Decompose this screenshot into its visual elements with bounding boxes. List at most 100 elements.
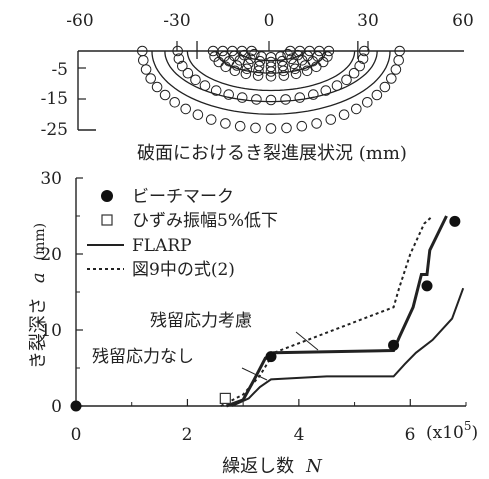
top-caption: 破面におけるき裂進展状況 (mm) bbox=[137, 143, 407, 164]
beach-mark-circle bbox=[253, 65, 264, 77]
bottom-x-tick: 2 bbox=[182, 425, 193, 445]
beach-mark-circle bbox=[209, 51, 220, 62]
x-axis-label: 繰返し数 bbox=[222, 456, 294, 477]
beach-mark-circle bbox=[393, 55, 405, 66]
crack-front-curve bbox=[151, 50, 391, 115]
legend-marker-filled-circle bbox=[101, 190, 113, 202]
beach-mark-circle bbox=[220, 118, 231, 129]
beach-mark-circle bbox=[229, 65, 241, 77]
beach-mark-circle bbox=[251, 94, 262, 105]
beach-mark-circle bbox=[322, 51, 333, 62]
top-x-tick: -30 bbox=[163, 11, 190, 31]
flarp-no-residual-curve bbox=[231, 287, 465, 407]
beach-mark-circle bbox=[379, 81, 391, 93]
beach-mark-point bbox=[388, 339, 400, 351]
beach-mark-point bbox=[449, 215, 461, 227]
beach-mark-circle bbox=[294, 92, 306, 103]
beach-mark-circle bbox=[331, 80, 343, 91]
beach-mark-circle bbox=[173, 53, 185, 65]
top-y-tick: -5 bbox=[51, 60, 68, 80]
beach-mark-circle bbox=[354, 60, 366, 72]
bottom-x-tick: 6 bbox=[405, 425, 416, 445]
beach-mark-circle bbox=[311, 118, 322, 129]
crack-front-curve bbox=[164, 50, 378, 103]
beach-mark-circle bbox=[207, 45, 219, 57]
beach-mark-point bbox=[70, 400, 82, 412]
beach-mark-circle bbox=[182, 67, 194, 79]
bottom-y-tick: 30 bbox=[40, 169, 62, 189]
crack-front-curve bbox=[186, 50, 356, 92]
beach-mark-circle bbox=[348, 67, 360, 79]
legend-label: ビーチマーク bbox=[132, 187, 234, 207]
y-axis-unit: (mm) bbox=[32, 223, 48, 260]
beach-mark-circle bbox=[286, 53, 297, 65]
beach-mark-circle bbox=[290, 68, 302, 80]
beach-mark-circle bbox=[252, 70, 264, 81]
beach-mark-point bbox=[421, 280, 433, 292]
annotation-leader bbox=[295, 331, 319, 351]
series-lines bbox=[220, 215, 465, 408]
beach-mark-circle bbox=[301, 65, 313, 77]
beach-mark-circle bbox=[169, 97, 180, 108]
top-y-tick: -15 bbox=[41, 89, 68, 109]
bottom-y-tick: 10 bbox=[40, 321, 62, 341]
beach-mark-circle bbox=[223, 89, 234, 100]
crack-tip-marks bbox=[196, 41, 359, 59]
beach-mark-circle bbox=[371, 89, 383, 101]
beach-mark-circle bbox=[390, 64, 402, 75]
annotation-leader bbox=[241, 367, 268, 381]
crack-front-markers bbox=[137, 45, 406, 134]
beach-mark-circle bbox=[151, 81, 163, 93]
beach-mark-circle bbox=[192, 109, 204, 120]
beach-mark-circle bbox=[323, 45, 335, 57]
beach-mark-circle bbox=[296, 120, 308, 132]
top-x-tick: 0 bbox=[264, 11, 275, 31]
beach-mark-circle bbox=[351, 103, 362, 115]
equation-2-curve bbox=[220, 215, 434, 407]
beach-mark-circle bbox=[138, 55, 149, 66]
y-axis-label: き裂深さ bbox=[28, 297, 49, 369]
y-axis-title: き裂深さ a (mm) bbox=[28, 223, 49, 369]
series-markers bbox=[70, 215, 461, 412]
beach-mark-circle bbox=[325, 114, 337, 125]
bottom-y-tick: 0 bbox=[51, 397, 62, 417]
beach-mark-circle bbox=[289, 63, 301, 75]
strain-drop-point bbox=[219, 392, 231, 404]
beach-mark-circle bbox=[359, 45, 370, 57]
beach-mark-circle bbox=[341, 74, 352, 86]
beach-mark-circle bbox=[210, 85, 222, 96]
beach-mark-circle bbox=[172, 45, 183, 57]
beach-mark-circle bbox=[265, 123, 277, 134]
bottom-x-tick: 0 bbox=[71, 425, 82, 445]
beach-mark-circle bbox=[386, 73, 397, 84]
legend-label: FLARP bbox=[132, 236, 192, 256]
top-x-tick: 60 bbox=[452, 11, 474, 31]
beach-mark-circle bbox=[236, 92, 248, 103]
beach-mark-circle bbox=[394, 45, 406, 57]
beach-mark-circle bbox=[338, 109, 350, 120]
beach-mark-circle bbox=[308, 89, 319, 100]
crack-front-panel: -60 -30 0 30 60 -5 -15 -25 破面におけるき裂進展状況 … bbox=[41, 11, 474, 164]
beach-mark-circle bbox=[234, 120, 246, 132]
beach-mark-circle bbox=[199, 80, 211, 91]
annotation-no-residual: 残留応力なし bbox=[92, 347, 194, 367]
legend-label: ひずみ振幅5%低下 bbox=[132, 211, 278, 231]
x-multiplier: (x105) bbox=[426, 419, 478, 443]
legend-marker-open-square bbox=[101, 214, 113, 226]
x-axis-title: 繰返し数 N bbox=[222, 456, 323, 477]
beach-mark-circle bbox=[265, 66, 277, 77]
beach-mark-circle bbox=[250, 122, 261, 134]
annotation-with-residual: 残留応力考慮 bbox=[150, 311, 252, 331]
beach-mark-circle bbox=[278, 70, 290, 81]
x-multiplier-base: (x10 bbox=[426, 423, 464, 443]
bottom-x-tick: 4 bbox=[294, 425, 305, 445]
beach-mark-circle bbox=[265, 71, 277, 82]
legend: ビーチマーク ひずみ振幅5%低下 FLARP 図9中の式(2) bbox=[87, 187, 278, 280]
beach-mark-circle bbox=[241, 63, 253, 75]
top-y-tick: -25 bbox=[41, 120, 68, 140]
top-x-tick: 30 bbox=[357, 11, 379, 31]
beach-mark-circle bbox=[281, 122, 292, 134]
beach-mark-circle bbox=[278, 65, 289, 77]
beach-mark-circle bbox=[362, 97, 373, 108]
